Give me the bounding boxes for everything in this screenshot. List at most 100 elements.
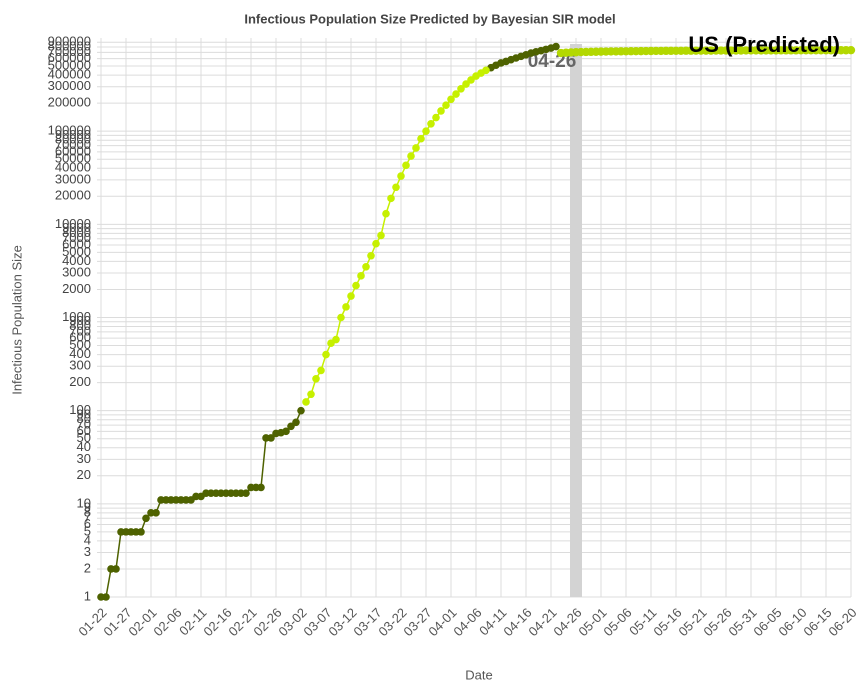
x-tick-label: 04-06 <box>450 605 484 639</box>
x-tick-label: 04-01 <box>425 605 459 639</box>
x-tick-label: 05-31 <box>725 605 759 639</box>
y-tick-label: 1000 <box>62 309 91 324</box>
y-tick-label: 2 <box>84 560 91 575</box>
chart-title: Infectious Population Size Predicted by … <box>244 11 615 26</box>
y-tick-label: 70000 <box>55 137 91 152</box>
y-tick-label: 3000 <box>62 264 91 279</box>
x-tick-label: 02-21 <box>225 605 259 639</box>
data-point <box>242 489 250 498</box>
y-tick-label: 6000 <box>62 236 91 251</box>
y-tick-label: 40 <box>77 439 91 454</box>
y-tick-label: 8000 <box>62 225 91 240</box>
x-tick-label: 04-26 <box>550 605 584 639</box>
series-annotation: US (Predicted) <box>688 32 840 57</box>
data-point <box>342 303 350 311</box>
x-tick-label: 03-02 <box>275 605 309 639</box>
x-tick-label: 05-26 <box>700 605 734 639</box>
data-point <box>292 418 300 427</box>
y-tick-label: 500 <box>69 337 91 352</box>
x-tick-label: 04-16 <box>500 605 534 639</box>
x-tick-label: 04-21 <box>525 605 559 639</box>
y-tick-label: 7 <box>84 510 91 525</box>
data-point <box>347 292 355 300</box>
y-tick-label: 200 <box>69 374 91 389</box>
x-tick-label: 01-27 <box>100 605 134 639</box>
y-tick-label: 100000 <box>48 123 91 138</box>
x-tick-label: 05-21 <box>675 605 709 639</box>
y-tick-label: 50 <box>77 430 91 445</box>
y-tick-label: 600 <box>69 330 91 345</box>
y-tick-label: 200000 <box>48 95 91 110</box>
data-point <box>427 119 435 128</box>
data-point <box>302 398 310 406</box>
x-tick-label: 06-15 <box>800 605 834 639</box>
x-tick-label: 01-22 <box>75 605 109 639</box>
y-tick-label: 7000 <box>62 230 91 245</box>
x-tick-label: 06-05 <box>750 605 784 639</box>
x-tick-label: 03-17 <box>350 605 384 639</box>
series-line <box>305 69 487 403</box>
data-point <box>352 281 360 290</box>
x-tick-label: 03-12 <box>325 605 359 639</box>
data-point <box>482 66 490 75</box>
y-tick-label: 90000 <box>55 127 91 142</box>
y-tick-label: 60000 <box>55 143 91 158</box>
data-point <box>397 172 405 180</box>
x-tick-label: 05-01 <box>575 605 609 639</box>
x-tick-label: 05-06 <box>600 605 634 639</box>
data-point <box>387 194 395 203</box>
y-tick-label: 90 <box>77 406 91 421</box>
y-tick-label: 300 <box>69 358 91 373</box>
x-tick-label: 02-16 <box>200 605 234 639</box>
y-tick-label: 800 <box>69 318 91 333</box>
y-tick-label: 8 <box>84 504 91 519</box>
data-point <box>437 107 445 115</box>
y-tick-label: 400 <box>69 346 91 361</box>
data-point <box>312 374 320 383</box>
y-tick-label: 10000 <box>55 216 91 231</box>
y-tick-label: 9 <box>84 500 91 515</box>
x-tick-label: 03-07 <box>300 605 334 639</box>
x-tick-label: 05-16 <box>650 605 684 639</box>
data-point <box>297 406 305 415</box>
y-tick-label: 30000 <box>55 171 91 186</box>
y-tick-label: 1 <box>84 588 91 603</box>
y-tick-label: 800000 <box>48 38 91 53</box>
y-axis-label: Infectious Population Size <box>9 245 24 395</box>
highlight-band <box>570 44 582 597</box>
y-tick-label: 600000 <box>48 50 91 65</box>
y-tick-label: 80 <box>77 411 91 426</box>
data-point <box>552 42 560 51</box>
x-tick-label: 02-26 <box>250 605 284 639</box>
data-point <box>362 263 370 271</box>
data-point <box>452 90 460 98</box>
y-tick-label: 900000 <box>48 34 91 49</box>
data-point <box>282 427 290 436</box>
y-tick-label: 5 <box>84 523 91 538</box>
data-point <box>102 593 110 601</box>
data-point <box>112 565 120 573</box>
x-tick-label: 03-27 <box>400 605 434 639</box>
y-tick-label: 70 <box>77 417 91 432</box>
data-point <box>392 183 400 192</box>
y-tick-label: 10 <box>77 495 91 510</box>
y-tick-label: 2000 <box>62 281 91 296</box>
data-point <box>137 528 145 536</box>
data-point <box>142 514 150 523</box>
data-point <box>422 127 430 135</box>
x-tick-label: 02-01 <box>125 605 159 639</box>
y-tick-label: 20000 <box>55 188 91 203</box>
y-tick-label: 20 <box>77 467 91 482</box>
y-tick-label: 5000 <box>62 244 91 259</box>
data-point <box>432 113 440 122</box>
x-tick-label: 06-20 <box>825 605 859 639</box>
data-point <box>377 231 385 240</box>
data-point <box>372 239 380 248</box>
data-point <box>332 335 340 344</box>
y-tick-label: 100 <box>69 402 91 417</box>
y-tick-label: 4000 <box>62 253 91 268</box>
data-point <box>447 95 455 104</box>
data-point <box>402 161 410 170</box>
data-point <box>317 366 325 375</box>
data-point <box>417 134 425 143</box>
